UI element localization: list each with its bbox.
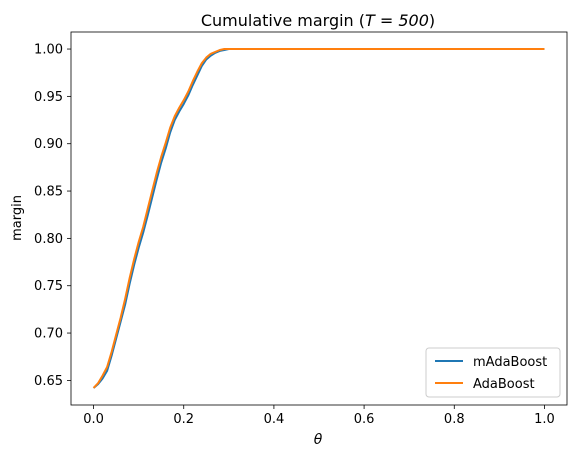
y-axis-label: margin bbox=[10, 195, 25, 241]
y-axis-ticks: 0.65 0.70 0.75 0.80 0.85 0.90 0.95 1.00 bbox=[34, 43, 71, 389]
y-tick-label: 0.90 bbox=[34, 137, 63, 152]
x-axis-ticks: 0.0 0.2 0.4 0.6 0.8 1.0 bbox=[83, 405, 555, 427]
x-tick-label: 0.2 bbox=[173, 412, 194, 427]
y-tick-label: 0.65 bbox=[34, 374, 63, 389]
x-tick-label: 0.4 bbox=[264, 412, 285, 427]
x-tick-label: 1.0 bbox=[534, 412, 555, 427]
legend: mAdaBoost AdaBoost bbox=[425, 347, 561, 398]
y-tick-label: 1.00 bbox=[34, 43, 63, 58]
title-text: Cumulative margin ( bbox=[201, 11, 365, 30]
chart-title: Cumulative margin (T = 500) bbox=[201, 11, 435, 30]
x-tick-label: 0.8 bbox=[444, 412, 465, 427]
x-tick-label: 0.6 bbox=[354, 412, 375, 427]
x-axis-label: θ bbox=[314, 432, 323, 448]
title-math: T = 500 bbox=[365, 11, 429, 30]
series-line-adaboost bbox=[92, 48, 545, 389]
y-tick-label: 0.70 bbox=[34, 327, 63, 342]
y-tick-label: 0.85 bbox=[34, 185, 63, 200]
axes-frame bbox=[70, 31, 568, 406]
series-line-madaboost bbox=[92, 48, 545, 389]
title-close: ) bbox=[429, 11, 435, 30]
y-tick-label: 0.80 bbox=[34, 232, 63, 247]
x-tick-label: 0.0 bbox=[83, 412, 104, 427]
y-tick-label: 0.95 bbox=[34, 90, 63, 105]
plot-lines bbox=[92, 48, 545, 389]
y-tick-label: 0.75 bbox=[34, 279, 63, 294]
legend-label-madaboost: mAdaBoost bbox=[473, 355, 547, 370]
legend-label-adaboost: AdaBoost bbox=[473, 377, 535, 392]
